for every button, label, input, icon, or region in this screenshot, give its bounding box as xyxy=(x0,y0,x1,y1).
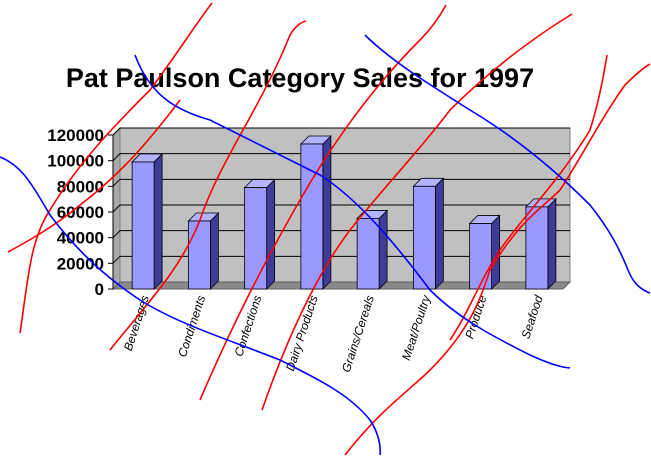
bar-side xyxy=(434,177,444,290)
y-axis-ticks: 0 20000 40000 60000 80000 100000 120000 xyxy=(47,126,114,299)
x-tick-label: Meat/Poultry xyxy=(399,293,433,362)
bar-front xyxy=(131,161,155,290)
bar-front xyxy=(356,218,380,290)
y-tick-label: 0 xyxy=(95,280,104,299)
y-tick-label: 120000 xyxy=(47,126,104,145)
bar xyxy=(131,152,164,290)
x-tick-label: Produce xyxy=(462,293,489,340)
bar xyxy=(412,177,445,290)
bar xyxy=(187,212,220,290)
bar xyxy=(524,197,557,290)
bar-front xyxy=(525,206,549,290)
bar-front xyxy=(187,220,211,290)
blue-scribble xyxy=(134,54,571,369)
red-scribble xyxy=(19,2,213,334)
blue-scribble xyxy=(0,156,381,456)
red-scribble xyxy=(261,13,573,411)
bar-side xyxy=(209,212,219,290)
bar-side xyxy=(378,209,388,290)
y-tick-label: 100000 xyxy=(47,152,104,171)
bar-front xyxy=(412,185,436,290)
red-scribble xyxy=(109,20,307,351)
x-tick-label: Seafood xyxy=(519,293,546,340)
bar-front xyxy=(300,143,324,290)
bars xyxy=(131,135,557,290)
red-scribble xyxy=(7,99,181,253)
x-tick-label: Dairy Products xyxy=(283,294,321,373)
x-axis-labels: Beverages Condiments Confections Dairy Prod… xyxy=(121,293,546,374)
gridline xyxy=(112,153,570,162)
y-tick-label: 20000 xyxy=(57,254,104,273)
x-tick-label: Grains/Cereals xyxy=(339,294,377,374)
bar-side xyxy=(153,152,163,290)
bar-front xyxy=(244,187,268,290)
red-scribble xyxy=(199,4,447,401)
plot-area xyxy=(111,126,572,291)
plot-floor xyxy=(111,281,572,290)
bar-side xyxy=(547,197,557,290)
bar xyxy=(299,135,332,290)
y-tick-label: 40000 xyxy=(57,229,104,248)
y-tick-label: 60000 xyxy=(57,203,104,222)
gridline xyxy=(112,127,570,136)
red-scribble xyxy=(449,54,608,341)
bar-front xyxy=(469,223,493,290)
chart-title: Pat Paulson Category Sales for 1997 xyxy=(66,63,534,93)
blue-scribble xyxy=(364,34,651,294)
bar xyxy=(356,209,389,290)
bar-side xyxy=(266,178,276,290)
red-scribble xyxy=(344,63,651,456)
y-tick-label: 80000 xyxy=(57,177,104,196)
x-tick-label: Beverages xyxy=(121,294,152,353)
bar xyxy=(243,178,276,290)
